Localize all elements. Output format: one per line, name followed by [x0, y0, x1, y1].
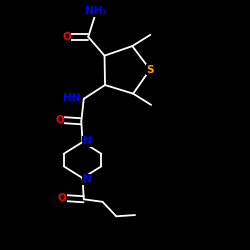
Text: O: O	[55, 115, 64, 125]
Text: O: O	[58, 193, 66, 203]
Text: NH₂: NH₂	[85, 6, 107, 16]
Text: N: N	[83, 174, 92, 184]
Text: S: S	[146, 64, 154, 74]
Text: N: N	[83, 136, 92, 146]
Text: O: O	[62, 32, 71, 42]
Text: HN: HN	[62, 93, 80, 103]
